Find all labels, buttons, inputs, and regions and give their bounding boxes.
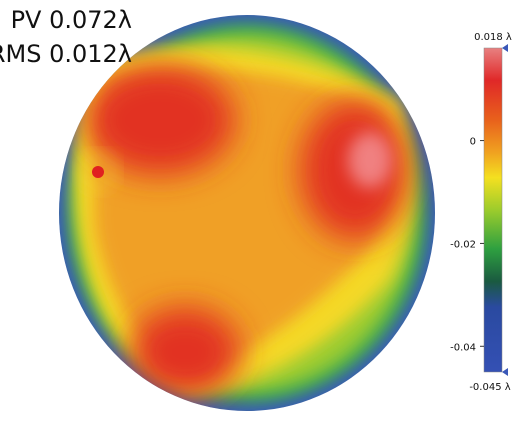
colorbar-tick-label: -0.04 bbox=[450, 342, 476, 353]
colorbar bbox=[483, 47, 503, 373]
colorbar-tick-label: 0 bbox=[470, 137, 476, 148]
surface-map bbox=[59, 15, 435, 411]
colorbar-max-label: 0.018 λ bbox=[474, 32, 512, 43]
colorbar-max-marker bbox=[502, 44, 508, 52]
colorbar-tick-label: -0.02 bbox=[450, 239, 476, 250]
rms-value: RMS 0.012λ bbox=[0, 40, 132, 68]
colorbar-ticks: 0.018 λ -0.045 λ 0 -0.02 -0.04 bbox=[450, 32, 512, 393]
colorbar-min-marker bbox=[502, 368, 508, 376]
colorbar-min-label: -0.045 λ bbox=[469, 382, 510, 393]
pv-value: PV 0.072λ bbox=[11, 6, 132, 34]
